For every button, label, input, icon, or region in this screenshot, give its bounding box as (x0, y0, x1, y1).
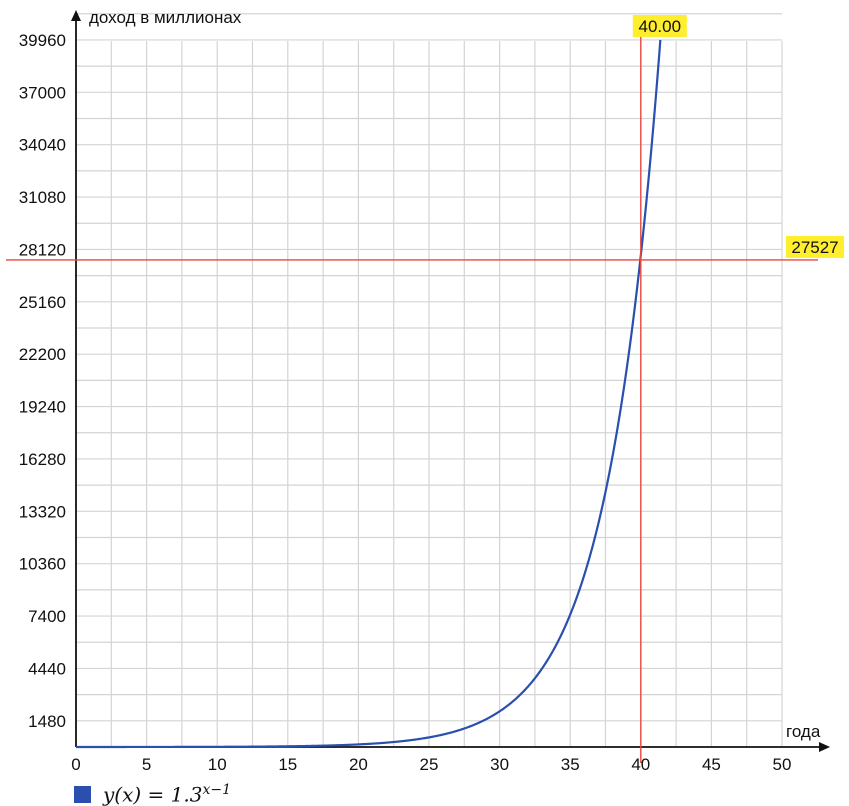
y-tick-label: 13320 (19, 502, 66, 521)
legend-swatch (74, 785, 91, 803)
x-tick-label: 45 (702, 755, 721, 774)
legend-label-base: y(x) = 1.3 (103, 782, 203, 806)
x-tick-label: 0 (71, 755, 80, 774)
y-tick-label: 7400 (28, 607, 66, 626)
x-tick-label: 20 (349, 755, 368, 774)
y-tick-label: 28120 (19, 240, 66, 259)
y-axis-arrow (71, 10, 81, 21)
y-tick-label: 10360 (19, 555, 66, 574)
x-tick-label: 25 (420, 755, 439, 774)
x-tick-label: 40 (631, 755, 650, 774)
legend-label-exp: x−1 (202, 781, 232, 798)
marker-x-badge (632, 15, 687, 37)
legend-label: y(x) = 1.3x−1 (103, 782, 231, 806)
marker-y-label: 27527 (791, 238, 838, 257)
legend: y(x) = 1.3x−1 (74, 782, 231, 806)
x-tick-label: 50 (773, 755, 792, 774)
y-tick-label: 25160 (19, 293, 66, 312)
y-tick-label: 4440 (28, 659, 66, 678)
y-tick-label: 16280 (19, 450, 66, 469)
series-layer (76, 39, 662, 749)
marker-x-label: 40.00 (639, 17, 682, 36)
marker-layer: 40.00 27527 (6, 15, 844, 763)
x-tick-label: 35 (561, 755, 580, 774)
x-tick-label: 5 (142, 755, 151, 774)
x-tick-label: 10 (208, 755, 227, 774)
marker-y-badge (786, 235, 844, 258)
series-curve (76, 39, 662, 749)
y-tick-label: 22200 (19, 345, 66, 364)
y-tick-label: 34040 (19, 136, 66, 155)
x-tick-label: 15 (278, 755, 297, 774)
y-tick-label: 19240 (19, 398, 66, 417)
y-axis-title: доход в миллионах (89, 8, 242, 27)
y-tick-label: 31080 (19, 188, 66, 207)
y-tick-label: 39960 (19, 31, 66, 50)
x-tick-label: 30 (490, 755, 509, 774)
y-tick-label: 37000 (19, 83, 66, 102)
grid (76, 13, 783, 747)
tick-labels: 0 5 10 15 20 25 30 35 40 45 50 1480 4440 7400 10360 133… (19, 31, 792, 774)
y-tick-label: 1480 (28, 712, 66, 731)
x-axis-arrow (819, 742, 830, 752)
x-axis-title: года (786, 722, 821, 741)
